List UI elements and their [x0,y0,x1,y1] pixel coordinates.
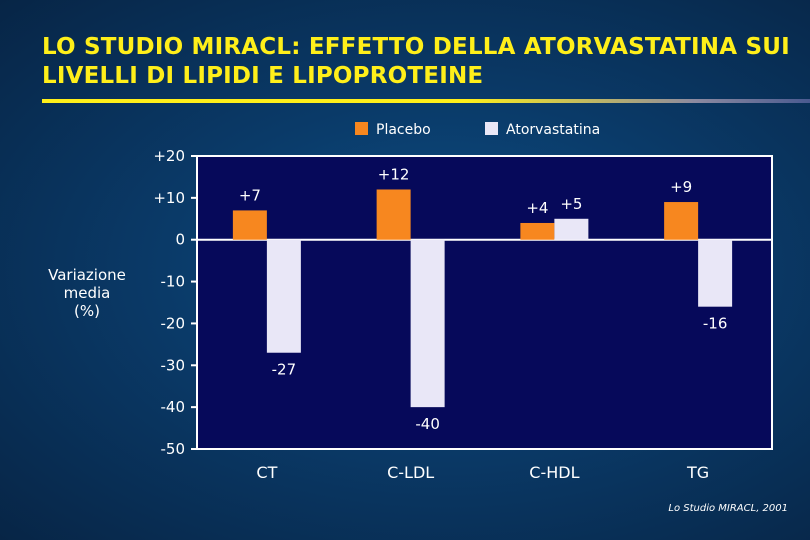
x-tick-label: C-LDL [387,463,434,482]
legend-swatch-atorvastatina [485,122,498,135]
y-axis-label: Variazione media (%) [32,266,142,320]
y-tick-label: 0 [175,231,185,249]
y-tick-label: -30 [161,356,186,374]
y-tick-label: -40 [161,398,186,416]
y-tick-label: -20 [161,314,186,332]
data-label: +9 [670,178,692,196]
y-tick-label: -50 [161,440,186,458]
data-label: -40 [415,415,440,433]
x-tick-label: TG [686,463,709,482]
bar-placebo [520,222,555,240]
data-label: -27 [272,361,297,379]
data-label: +4 [526,199,548,217]
title-underline [42,99,810,103]
y-tick-label: +20 [153,147,185,165]
data-label: -16 [703,315,728,333]
x-tick-label: C-HDL [529,463,579,482]
bar-atorvastatina [410,239,445,408]
data-label: +7 [239,186,261,204]
legend-label-atorvastatina: Atorvastatina [506,122,600,138]
y-axis-label-text: Variazione media (%) [48,266,126,320]
bar-atorvastatina [266,239,301,353]
data-label: +12 [378,165,410,183]
bar-placebo [376,189,411,240]
slide-title: LO STUDIO MIRACL: EFFETTO DELLA ATORVAST… [42,34,790,89]
y-tick-label: +10 [153,189,185,207]
bar-atorvastatina [554,218,589,240]
legend-swatch-placebo [355,122,368,135]
data-label: +5 [560,195,582,213]
y-tick-label: -10 [161,273,186,291]
x-tick-label: CT [256,463,277,482]
bar-placebo [664,202,699,240]
bar-atorvastatina [698,239,733,307]
legend-label-placebo: Placebo [376,122,431,138]
source-citation: Lo Studio MIRACL, 2001 [668,503,788,514]
bar-placebo [232,210,267,240]
